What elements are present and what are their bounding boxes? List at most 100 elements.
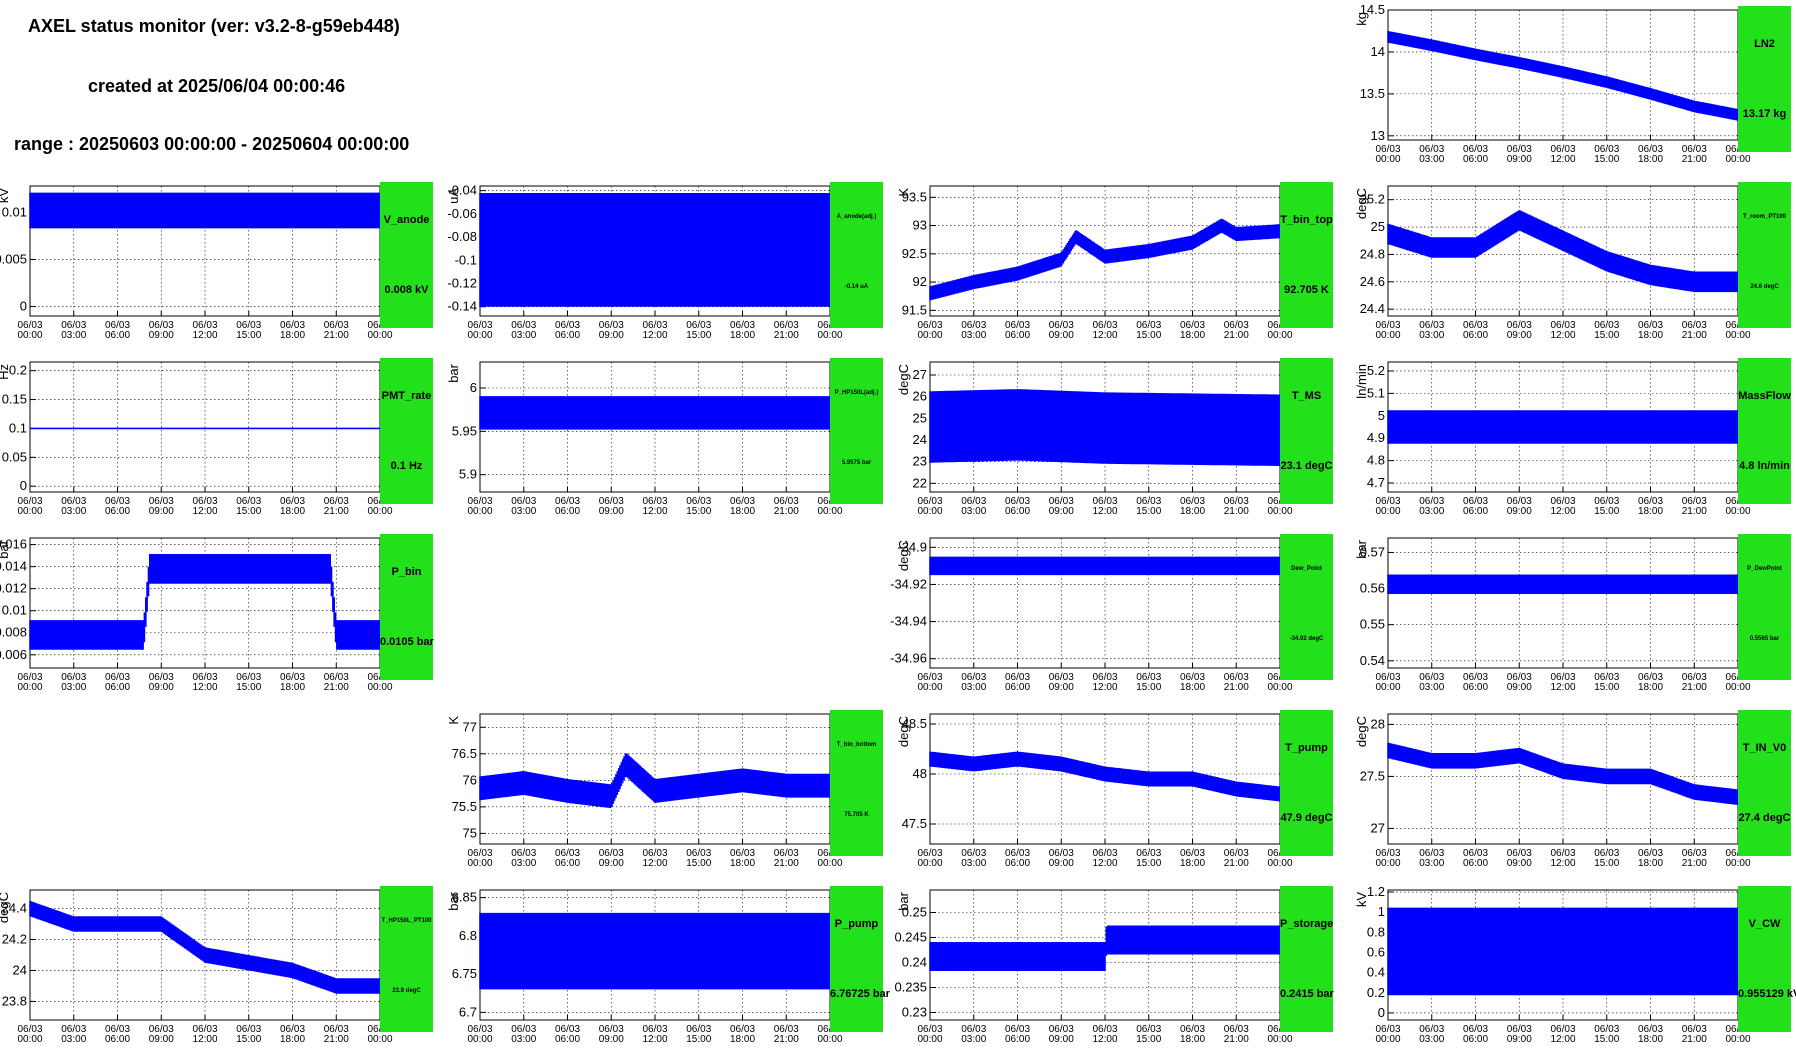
x-tick-time: 21:00 [1224, 330, 1249, 341]
x-tick-date: 06/03 [1682, 320, 1707, 331]
x-tick-time: 12:00 [642, 1034, 667, 1045]
x-tick-time: 15:00 [1136, 506, 1161, 517]
y-tick-label: 1.2 [1367, 884, 1385, 899]
chart-plot: 06/0300:0006/0303:0006/0306:0006/0309:00… [0, 889, 393, 1045]
y-axis-unit: kV [1354, 892, 1369, 908]
x-tick-time: 18:00 [730, 1034, 755, 1045]
x-tick-time: 15:00 [686, 858, 711, 869]
x-tick-time: 00:00 [17, 1034, 42, 1045]
value-box: T_pump 47.9 degC [1280, 710, 1333, 856]
x-tick-time: 18:00 [1638, 1034, 1663, 1045]
channel-name: T_bin_top [1280, 214, 1333, 226]
x-tick-date: 06/03 [280, 320, 305, 331]
y-tick-label: 0.008 [0, 625, 27, 640]
y-axis-unit: degC [1354, 188, 1369, 219]
x-tick-date: 06/03 [730, 320, 755, 331]
x-tick-time: 15:00 [1594, 154, 1619, 165]
x-tick-date: 06/03 [642, 1024, 667, 1035]
channel-name: Dew_Point [1291, 566, 1322, 572]
x-tick-time: 12:00 [192, 330, 217, 341]
x-tick-date: 06/03 [1682, 848, 1707, 859]
y-tick-label: 5.1 [1367, 385, 1385, 400]
y-tick-label: 48 [913, 766, 927, 781]
channel-name: V_CW [1748, 918, 1781, 930]
x-tick-date: 06/03 [599, 848, 624, 859]
x-tick-date: 06/03 [1136, 1024, 1161, 1035]
value-box: T_HP150L_PT100 23.9 degC [380, 886, 433, 1032]
x-tick-time: 06:00 [1463, 330, 1488, 341]
y-tick-label: 28 [1371, 716, 1385, 731]
x-tick-date: 06/03 [1638, 1024, 1663, 1035]
x-tick-time: 21:00 [1682, 682, 1707, 693]
x-tick-date: 06/03 [511, 1024, 536, 1035]
y-axis-unit: degC [896, 716, 911, 747]
x-tick-date: 06/03 [105, 496, 130, 507]
y-tick-label: 0.006 [0, 647, 27, 662]
x-tick-date: 06/03 [1419, 320, 1444, 331]
y-tick-label: 27 [1371, 820, 1385, 835]
x-tick-time: 18:00 [1638, 858, 1663, 869]
x-tick-time: 15:00 [1594, 858, 1619, 869]
x-tick-date: 06/03 [105, 320, 130, 331]
y-tick-label: 24.8 [1360, 246, 1385, 261]
x-tick-time: 06:00 [1463, 1034, 1488, 1045]
x-tick-time: 15:00 [1594, 506, 1619, 517]
x-tick-time: 09:00 [149, 330, 174, 341]
x-tick-time: 00:00 [1267, 506, 1292, 517]
y-tick-label: 6 [470, 380, 477, 395]
x-tick-date: 06/03 [1463, 1024, 1488, 1035]
x-tick-date: 06/03 [1136, 672, 1161, 683]
x-tick-time: 06:00 [1005, 682, 1030, 693]
x-tick-time: 00:00 [367, 506, 392, 517]
x-tick-time: 00:00 [1267, 330, 1292, 341]
x-tick-time: 09:00 [1507, 1034, 1532, 1045]
chart-plot: 06/0300:0006/0303:0006/0306:0006/0309:00… [896, 361, 1293, 517]
x-tick-date: 06/03 [1419, 496, 1444, 507]
x-tick-date: 06/03 [1092, 496, 1117, 507]
x-tick-time: 00:00 [1725, 330, 1750, 341]
data-trace [1387, 410, 1739, 444]
x-tick-time: 09:00 [599, 330, 624, 341]
channel-value: 24.6 degC [1750, 284, 1779, 290]
y-tick-label: 0.016 [0, 537, 27, 552]
y-tick-label: -0.08 [447, 229, 477, 244]
x-tick-time: 00:00 [17, 682, 42, 693]
x-tick-time: 03:00 [1419, 330, 1444, 341]
y-axis-unit: kV [0, 188, 11, 204]
chart-plot: 06/0300:0006/0303:0006/0306:0006/0309:00… [0, 537, 393, 693]
x-tick-time: 12:00 [192, 1034, 217, 1045]
x-tick-date: 06/03 [1049, 496, 1074, 507]
x-tick-time: 12:00 [1550, 682, 1575, 693]
x-tick-time: 09:00 [1049, 506, 1074, 517]
data-trace [929, 925, 1281, 971]
x-tick-date: 06/03 [61, 672, 86, 683]
x-tick-time: 06:00 [1463, 682, 1488, 693]
x-tick-date: 06/03 [1224, 672, 1249, 683]
y-tick-label: 0.55 [1360, 617, 1385, 632]
x-tick-time: 03:00 [1419, 682, 1444, 693]
chart-plot: 06/0300:0006/0303:0006/0306:0006/0309:00… [896, 713, 1293, 869]
x-tick-date: 06/03 [324, 496, 349, 507]
chart-plot: 06/0300:0006/0303:0006/0306:0006/0309:00… [894, 889, 1293, 1045]
y-tick-label: 26 [913, 389, 927, 404]
chart-panel-t-bin-bottom: 06/03 00:00 06/03 03:00 06/03 06:00 06/03 09:00… [442, 710, 883, 869]
x-tick-date: 06/03 [1594, 144, 1619, 155]
x-tick-date: 06/03 [730, 1024, 755, 1035]
y-tick-label: -0.1 [455, 252, 477, 267]
y-tick-label: 25 [913, 410, 927, 425]
x-tick-time: 18:00 [1180, 1034, 1205, 1045]
y-tick-label: 27 [913, 367, 927, 382]
y-tick-label: 0.01 [2, 204, 27, 219]
x-tick-time: 12:00 [642, 858, 667, 869]
y-tick-label: 14 [1371, 44, 1385, 59]
y-tick-label: 0 [20, 478, 27, 493]
channel-value: 75.705 K [844, 812, 869, 818]
y-tick-label: 6.75 [452, 966, 477, 981]
x-tick-time: 00:00 [917, 1034, 942, 1045]
x-tick-date: 06/03 [511, 848, 536, 859]
x-tick-date: 06/03 [1507, 848, 1532, 859]
chart-plot: 06/0300:0006/0303:0006/0306:0006/0309:00… [1354, 2, 1751, 165]
x-tick-time: 21:00 [1224, 1034, 1249, 1045]
x-tick-date: 06/03 [1375, 1024, 1400, 1035]
value-box: LN2 13.17 kg [1738, 6, 1791, 152]
